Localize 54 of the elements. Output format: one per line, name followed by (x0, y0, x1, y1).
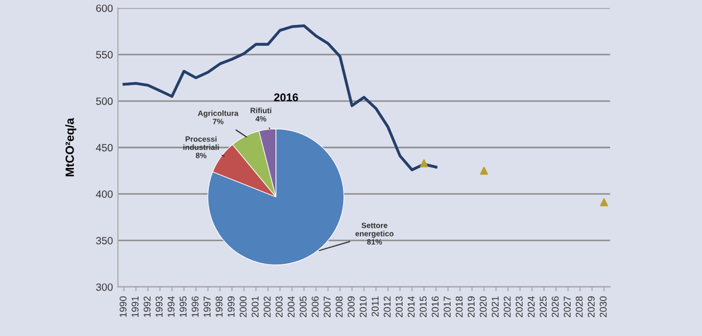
x-tick-label: 2019 (468, 296, 475, 318)
x-tick-label: 2024 (528, 296, 535, 318)
x-tick-label: 1995 (180, 296, 187, 317)
x-tick-label: 2004 (288, 296, 295, 318)
y-tick-label: 300 (96, 283, 113, 291)
x-tick-label: 2030 (600, 296, 607, 318)
x-tick-label: 2029 (588, 296, 595, 318)
x-tick-label: 2021 (492, 296, 499, 318)
y-tick-label: 400 (96, 190, 113, 198)
x-tick-label: 2011 (372, 296, 379, 316)
x-tick-label: 1999 (228, 296, 235, 317)
y-tick-label: 450 (96, 144, 113, 152)
x-tick-label: 2012 (384, 296, 391, 318)
point (600, 198, 608, 206)
x-tick-label: 2013 (396, 296, 403, 318)
x-tick-label: 2007 (324, 296, 331, 318)
x-tick-label: 2025 (540, 296, 547, 318)
x-tick-label: 2017 (444, 296, 451, 318)
x-tick-label: 2014 (408, 296, 415, 318)
x-tick-label: 2016 (432, 296, 439, 318)
x-tick-label: 1996 (192, 296, 199, 317)
y-tick-label: 600 (96, 4, 113, 12)
x-tick-label: 2015 (420, 296, 427, 318)
x-tick-label: 2005 (300, 296, 307, 318)
x-tick-label: 2026 (552, 296, 559, 318)
x-tick-label: 2009 (348, 296, 355, 318)
x-tick-label: 2023 (516, 296, 523, 318)
y-tick-label: 350 (96, 236, 113, 244)
x-tick-label: 2027 (564, 296, 571, 318)
x-tick-label: 1993 (156, 296, 163, 317)
x-tick-label: 2028 (576, 296, 583, 318)
x-tick-label: 2018 (456, 296, 463, 318)
x-tick-label: 2001 (252, 296, 259, 318)
x-tick-label: 1991 (132, 296, 139, 317)
x-tick-label: 2000 (240, 296, 247, 318)
x-tick-label: 2008 (336, 296, 343, 318)
x-tick-label: 2022 (504, 296, 511, 318)
line-series (122, 24, 438, 172)
point (420, 159, 428, 168)
x-tick-label: 2002 (264, 296, 271, 318)
chart-title: 2016 (274, 93, 298, 102)
x-tick-label: 1990 (120, 296, 127, 317)
x-tick-label: 2006 (312, 296, 319, 318)
y-tick-label: 550 (96, 51, 113, 58)
point (480, 166, 488, 175)
x-tick-label: 1994 (168, 296, 175, 317)
x-tick-label: 1997 (204, 296, 211, 317)
x-tick-label: 1992 (144, 296, 151, 317)
x-tick-label: 2010 (360, 296, 367, 318)
x-tick-label: 2020 (480, 296, 487, 318)
x-tick-label: 1998 (216, 296, 223, 317)
x-tick-label: 2003 (276, 296, 283, 318)
y-tick-label: 500 (96, 98, 113, 105)
y-axis-title: MtCO²eq/a (65, 118, 76, 176)
